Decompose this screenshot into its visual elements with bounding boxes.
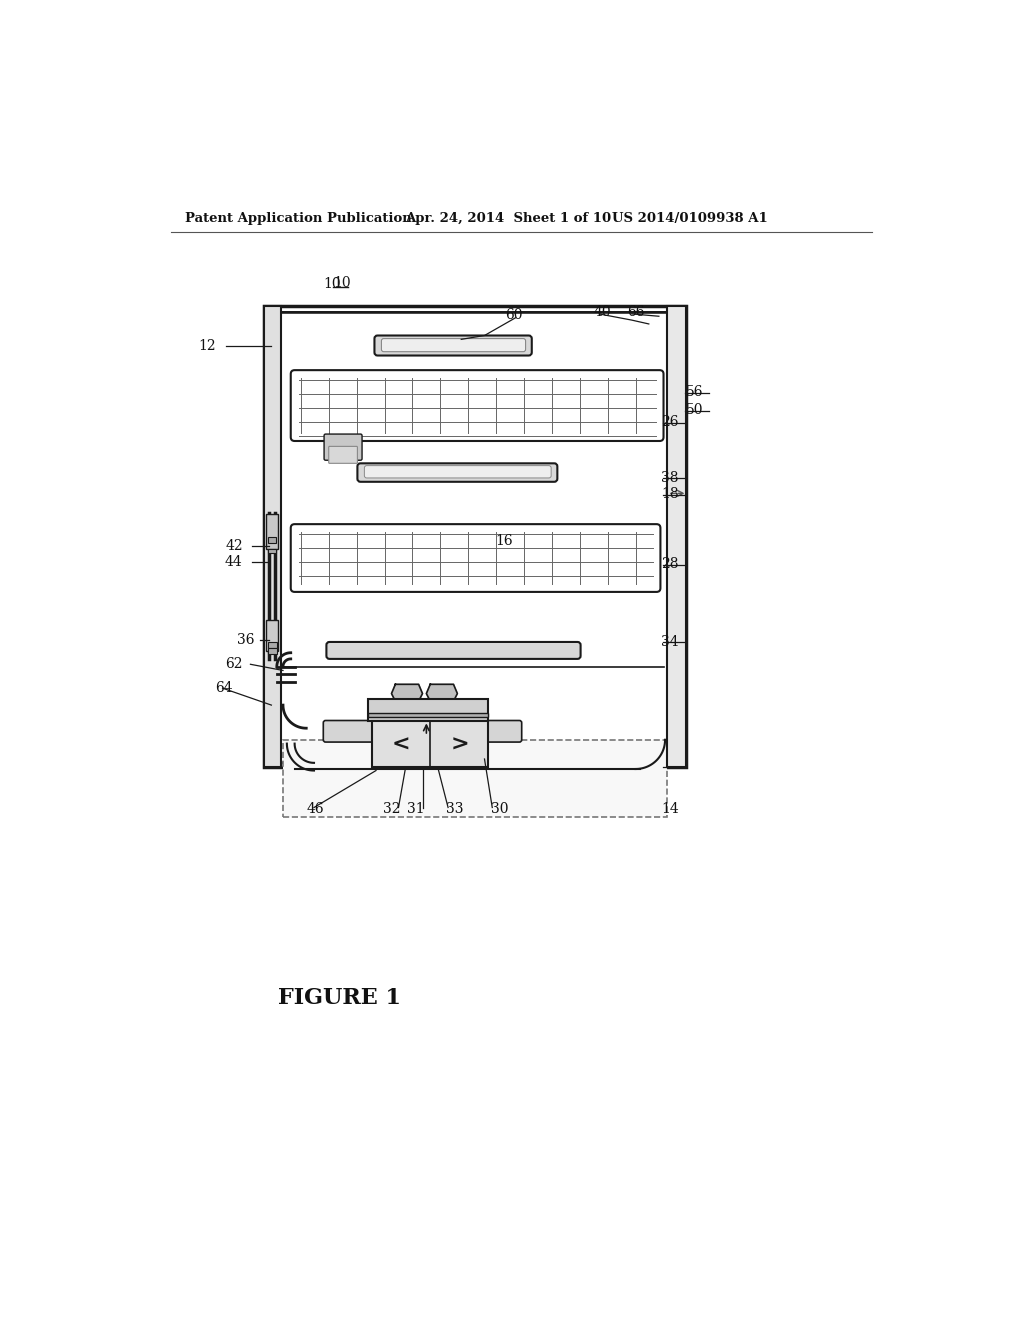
Text: US 2014/0109938 A1: US 2014/0109938 A1 xyxy=(612,213,768,224)
Bar xyxy=(268,549,276,553)
FancyBboxPatch shape xyxy=(381,339,525,351)
Bar xyxy=(267,648,276,655)
Polygon shape xyxy=(391,684,423,709)
Text: Apr. 24, 2014  Sheet 1 of 10: Apr. 24, 2014 Sheet 1 of 10 xyxy=(406,213,611,224)
Text: 66: 66 xyxy=(627,305,644,318)
Bar xyxy=(369,713,488,717)
Text: 32: 32 xyxy=(383,803,400,816)
FancyBboxPatch shape xyxy=(329,446,357,463)
Text: 12: 12 xyxy=(198,338,216,352)
FancyBboxPatch shape xyxy=(327,642,581,659)
Text: 50: 50 xyxy=(686,403,703,417)
Text: 40: 40 xyxy=(594,305,611,318)
Bar xyxy=(369,700,488,721)
FancyBboxPatch shape xyxy=(272,313,675,763)
Text: 42: 42 xyxy=(225,539,243,553)
Bar xyxy=(267,642,276,648)
Bar xyxy=(268,537,276,544)
Text: 36: 36 xyxy=(237,632,254,647)
Bar xyxy=(667,306,686,767)
FancyBboxPatch shape xyxy=(291,370,664,441)
Text: 16: 16 xyxy=(496,535,513,548)
Text: <: < xyxy=(391,735,411,755)
Text: 62: 62 xyxy=(225,657,243,672)
Text: 18: 18 xyxy=(662,487,679,502)
Polygon shape xyxy=(426,684,458,709)
FancyBboxPatch shape xyxy=(365,466,551,478)
Text: 60: 60 xyxy=(506,308,523,322)
FancyBboxPatch shape xyxy=(324,721,521,742)
FancyBboxPatch shape xyxy=(291,524,660,591)
Bar xyxy=(372,721,488,767)
Text: 31: 31 xyxy=(408,803,425,816)
FancyBboxPatch shape xyxy=(324,434,362,461)
Text: 14: 14 xyxy=(662,803,679,816)
FancyBboxPatch shape xyxy=(357,463,557,482)
Bar xyxy=(263,306,686,767)
Bar xyxy=(263,306,281,767)
Text: >: > xyxy=(451,735,469,755)
Text: Patent Application Publication: Patent Application Publication xyxy=(184,213,412,224)
Text: 64: 64 xyxy=(216,681,233,696)
Text: 46: 46 xyxy=(306,803,324,816)
Text: 10: 10 xyxy=(323,277,341,290)
Text: 33: 33 xyxy=(445,803,463,816)
Bar xyxy=(283,739,667,817)
Text: 10: 10 xyxy=(334,276,351,290)
Text: 38: 38 xyxy=(662,471,679,484)
FancyBboxPatch shape xyxy=(375,335,531,355)
Text: 44: 44 xyxy=(225,554,243,569)
Bar xyxy=(266,620,279,651)
Text: 26: 26 xyxy=(662,414,679,429)
Text: 30: 30 xyxy=(492,803,509,816)
Bar xyxy=(266,515,279,549)
Text: 28: 28 xyxy=(662,557,679,572)
Text: 56: 56 xyxy=(686,384,703,399)
Text: 34: 34 xyxy=(662,635,679,649)
Text: FIGURE 1: FIGURE 1 xyxy=(278,987,400,1008)
